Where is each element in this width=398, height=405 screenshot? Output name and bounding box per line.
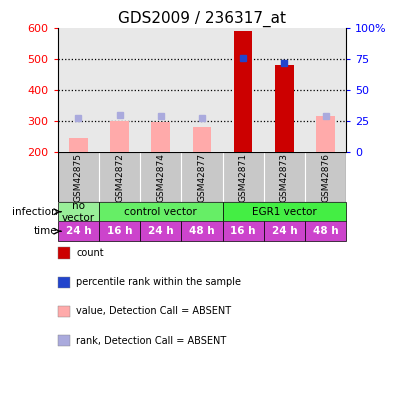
Bar	[222, 202, 346, 222]
Bar	[275, 65, 294, 152]
Bar	[58, 222, 99, 241]
Text: 24 h: 24 h	[66, 226, 91, 236]
Text: GSM42871: GSM42871	[239, 153, 248, 202]
Text: control vector: control vector	[125, 207, 197, 217]
Bar	[316, 116, 335, 152]
Text: 48 h: 48 h	[313, 226, 338, 236]
Bar	[140, 222, 181, 241]
Bar	[110, 122, 129, 152]
Text: no
vector: no vector	[62, 201, 95, 222]
Text: GSM42872: GSM42872	[115, 153, 124, 202]
Text: 16 h: 16 h	[107, 226, 132, 236]
Text: GSM42873: GSM42873	[280, 153, 289, 202]
Text: infection: infection	[12, 207, 58, 217]
Text: value, Detection Call = ABSENT: value, Detection Call = ABSENT	[76, 307, 232, 316]
Text: 24 h: 24 h	[148, 226, 174, 236]
Text: GSM42877: GSM42877	[197, 153, 207, 202]
Text: rank, Detection Call = ABSENT: rank, Detection Call = ABSENT	[76, 336, 227, 345]
Bar	[222, 222, 264, 241]
Text: 16 h: 16 h	[230, 226, 256, 236]
Bar	[152, 122, 170, 152]
Bar	[305, 222, 346, 241]
Bar	[58, 202, 99, 222]
Bar	[193, 127, 211, 152]
Text: time: time	[34, 226, 58, 236]
Text: 24 h: 24 h	[271, 226, 297, 236]
Text: EGR1 vector: EGR1 vector	[252, 207, 317, 217]
Text: GSM42876: GSM42876	[321, 153, 330, 202]
Bar	[264, 222, 305, 241]
Bar	[181, 222, 222, 241]
Text: GSM42875: GSM42875	[74, 153, 83, 202]
Text: percentile rank within the sample: percentile rank within the sample	[76, 277, 242, 287]
Text: 48 h: 48 h	[189, 226, 215, 236]
Bar	[234, 32, 252, 152]
Bar	[69, 138, 88, 152]
Text: GSM42874: GSM42874	[156, 153, 165, 202]
Bar	[99, 222, 140, 241]
Text: count: count	[76, 248, 104, 258]
Bar	[99, 202, 222, 222]
Title: GDS2009 / 236317_at: GDS2009 / 236317_at	[118, 11, 286, 27]
